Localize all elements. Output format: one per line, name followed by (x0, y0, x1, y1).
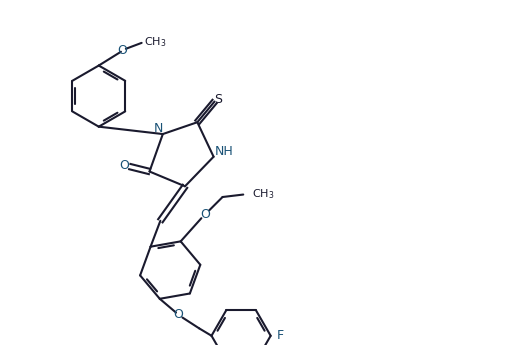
Text: O: O (117, 44, 127, 57)
Text: S: S (214, 93, 223, 106)
Text: O: O (200, 208, 210, 221)
Text: F: F (276, 329, 283, 342)
Text: N: N (154, 122, 164, 135)
Text: NH: NH (215, 145, 234, 158)
Text: O: O (174, 308, 183, 321)
Text: CH$_3$: CH$_3$ (144, 35, 167, 49)
Text: CH$_3$: CH$_3$ (251, 188, 274, 201)
Text: O: O (119, 159, 129, 172)
